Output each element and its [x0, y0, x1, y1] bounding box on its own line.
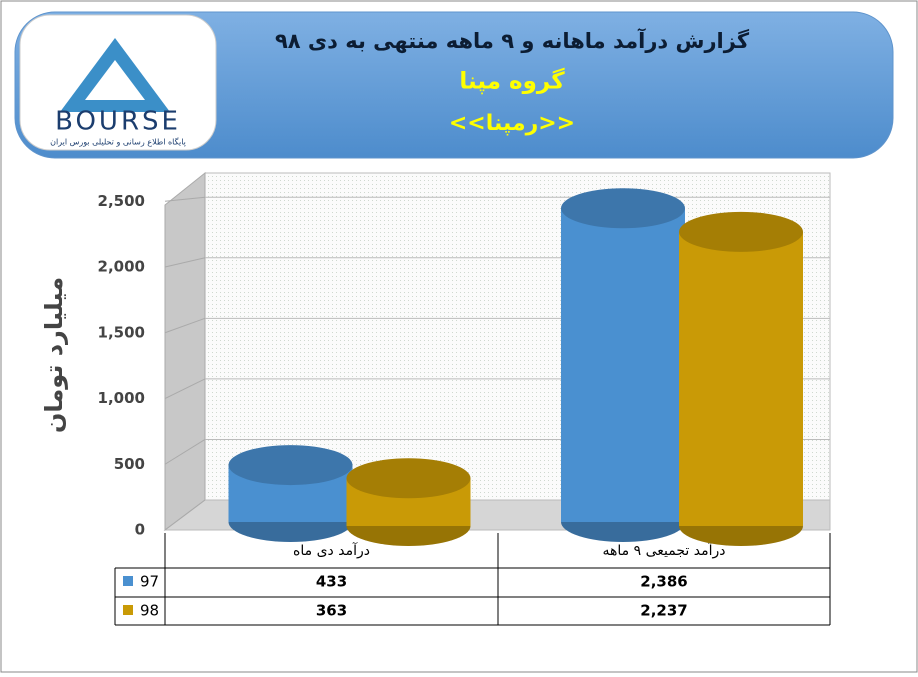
y-tick-label: 0 [135, 521, 145, 539]
table-value: 2,386 [640, 573, 687, 591]
grid-line-side [164, 196, 206, 202]
x-tick-label: درآمد دی ماه [293, 542, 370, 559]
table-value: 2,237 [640, 602, 687, 620]
bar [679, 231, 803, 527]
legend-swatch [123, 605, 133, 615]
bar [561, 208, 685, 522]
x-tick-label: درآمد تجمیعی ۹ ماهه [603, 542, 726, 559]
grid-line-side [164, 439, 206, 465]
chart-title: گزارش درآمد ماهانه و ۹ ماهه منتهی به دی … [275, 28, 750, 53]
legend-label: 97 [140, 573, 159, 591]
y-tick-label: 500 [114, 455, 145, 473]
chart-subtitle: گروه مپنا [459, 68, 565, 95]
data-table [114, 533, 831, 626]
bar-top [679, 211, 803, 252]
logo-text: BOURSE [55, 107, 181, 137]
symbol: <<رمپنا>> [449, 111, 575, 136]
legend-label: 98 [140, 602, 159, 620]
header [14, 11, 894, 159]
logo-mark-inner [85, 60, 145, 100]
bar-top [561, 188, 685, 229]
grid-line-side [164, 378, 206, 399]
y-tick-label: 1,000 [98, 389, 145, 407]
y-tick-label: 2,500 [98, 192, 145, 210]
y-axis-label: میلیارد تومان [40, 277, 68, 433]
grid-line-side [164, 317, 206, 334]
side-wall [164, 171, 206, 531]
logo-subtitle: پایگاه اطلاع رسانی و تحلیلی بورس ایران [50, 137, 186, 147]
table-value: 363 [316, 602, 347, 620]
y-tick-label: 2,000 [98, 258, 145, 276]
grid-line-side [164, 257, 206, 268]
grid-line-side [164, 499, 206, 531]
bar-top [346, 458, 471, 499]
table-value: 433 [316, 573, 347, 591]
legend-swatch [123, 576, 133, 586]
y-tick-label: 1,500 [98, 323, 145, 341]
bar-top [228, 445, 353, 486]
